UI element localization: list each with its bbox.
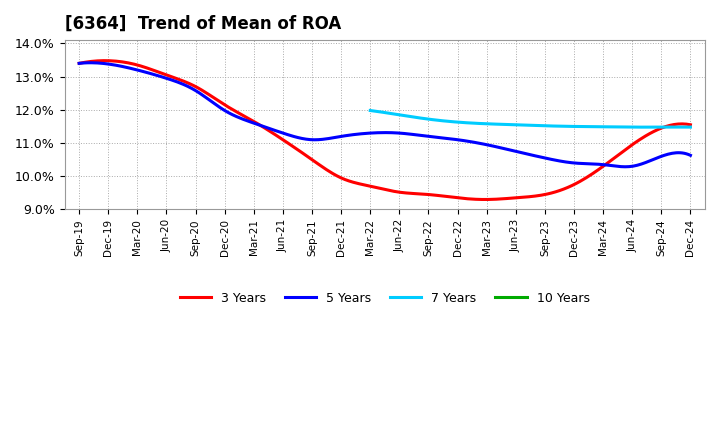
7 Years (555, 124, 564, 129)
3 Years (438, 194, 447, 199)
3 Years (482, 197, 490, 202)
7 Years (562, 124, 570, 129)
5 Years (77, 61, 86, 66)
5 Years (451, 137, 459, 142)
Line: 5 Years: 5 Years (79, 63, 690, 167)
5 Years (621, 164, 629, 169)
7 Years (657, 125, 666, 130)
Line: 7 Years: 7 Years (370, 110, 690, 127)
5 Years (441, 136, 449, 141)
3 Years (441, 194, 449, 199)
3 Years (686, 122, 695, 128)
5 Years (592, 161, 600, 167)
5 Years (87, 60, 96, 66)
5 Years (75, 61, 84, 66)
Text: [6364]  Trend of Mean of ROA: [6364] Trend of Mean of ROA (65, 15, 341, 33)
3 Years (594, 167, 603, 172)
7 Years (640, 125, 649, 130)
3 Years (633, 139, 642, 144)
5 Years (686, 153, 695, 158)
7 Years (366, 108, 374, 113)
5 Years (633, 163, 642, 168)
7 Years (636, 125, 644, 130)
7 Years (367, 108, 376, 113)
3 Years (75, 61, 84, 66)
7 Years (686, 125, 695, 130)
3 Years (77, 60, 86, 66)
7 Years (557, 124, 565, 129)
3 Years (102, 58, 110, 63)
Legend: 3 Years, 5 Years, 7 Years, 10 Years: 3 Years, 5 Years, 7 Years, 10 Years (175, 287, 595, 310)
5 Years (438, 136, 447, 141)
3 Years (451, 195, 459, 200)
Line: 3 Years: 3 Years (79, 61, 690, 199)
